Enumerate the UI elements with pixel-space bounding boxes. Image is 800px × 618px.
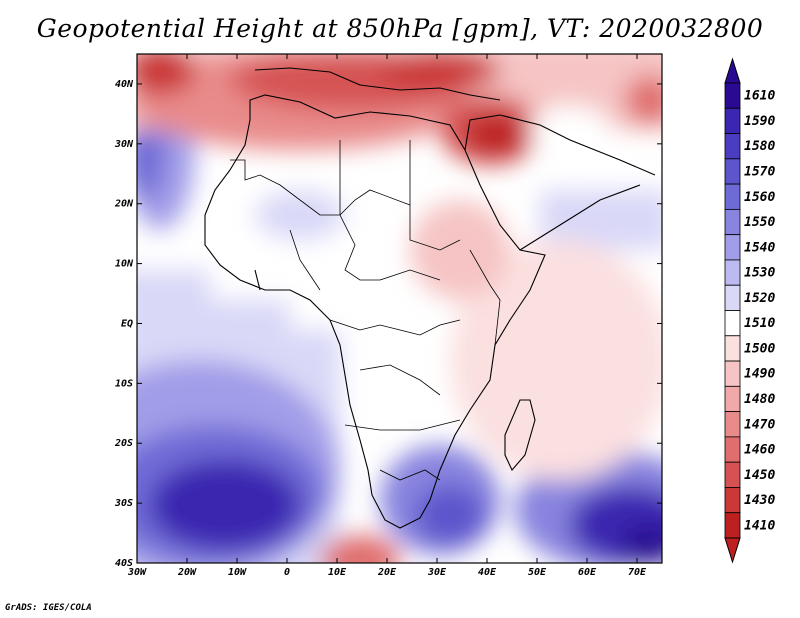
colorbar-label: 1510 (744, 316, 775, 331)
y-tick-label: 30N (114, 139, 134, 150)
colorbar: 1610 1590 1580 1570 1560 1550 1540 1530 1520 1510… (724, 57, 775, 564)
colorbar-swatch (724, 385, 741, 413)
geopotential-height-field (137, 54, 662, 563)
colorbar-swatch (724, 436, 741, 463)
colorbar-label: 1550 (744, 215, 775, 230)
colorbar-swatch (724, 512, 741, 539)
y-tick-label: 20N (114, 199, 134, 210)
y-tick-label: 10N (115, 259, 134, 270)
colorbar-swatch (724, 259, 741, 286)
colorbar-label: 1450 (744, 468, 775, 483)
colorbar-swatch (724, 284, 741, 311)
colorbar-label: 1410 (744, 518, 775, 533)
y-tick-label: 10S (115, 378, 133, 389)
x-tick-label: 30E (427, 567, 447, 578)
colorbar-label: 1580 (744, 139, 775, 154)
colorbar-swatch (724, 234, 741, 261)
x-tick-label: 70E (628, 567, 647, 578)
colorbar-swatch (724, 133, 741, 160)
coastline (204, 67, 656, 529)
colorbar-label: 1530 (744, 266, 775, 281)
x-tick-label: 30W (127, 567, 147, 578)
colorbar-swatch (724, 208, 741, 236)
y-tick-label: 40S (115, 558, 133, 569)
colorbar-label: 1480 (744, 392, 775, 407)
colorbar-label: 1560 (744, 190, 775, 205)
colorbar-label: 1470 (744, 417, 775, 432)
credit-text: GrADS: IGES/COLA (5, 603, 92, 613)
x-tick-label: 40E (478, 567, 497, 578)
x-tick-label: 20W (177, 567, 197, 578)
colorbar-label: 1460 (744, 443, 775, 458)
y-tick-label: 20S (114, 438, 133, 449)
colorbar-bottom-arrow (724, 537, 741, 564)
x-tick-label: 10W (228, 567, 247, 578)
plot-frame (136, 53, 663, 564)
colorbar-label: 1430 (744, 493, 775, 508)
colorbar-label: 1570 (744, 164, 775, 179)
colorbar-top-arrow (724, 57, 741, 84)
x-tick-label: 60E (578, 567, 597, 578)
colorbar-swatch (724, 82, 741, 109)
colorbar-swatch (724, 107, 741, 134)
colorbar-swatch (724, 183, 741, 210)
colorbar-swatch (724, 360, 741, 387)
colorbar-label: 1500 (744, 341, 775, 356)
country-borders (230, 140, 501, 481)
map-title: Geopotential Height at 850hPa [gpm], VT:… (36, 14, 764, 43)
colorbar-label: 1590 (744, 114, 775, 129)
colorbar-label: 1490 (744, 367, 775, 382)
colorbar-swatch (724, 411, 741, 438)
colorbar-label: 1520 (744, 291, 775, 306)
y-tick-label: 40N (115, 79, 134, 90)
y-axis: 40N 30N 20N 10N EQ 10S 20S 30S 40S (114, 79, 662, 569)
colorbar-swatch (724, 335, 741, 362)
x-tick-label: 20E (377, 567, 397, 578)
colorbar-label: 1540 (744, 240, 775, 255)
colorbar-label: 1610 (744, 89, 775, 104)
x-axis: 30W 20W 10W 0 10E 20E 30E 40E 50E 60E 70E (127, 54, 647, 578)
y-tick-label: EQ (121, 318, 133, 329)
x-tick-label: 10E (328, 567, 347, 578)
colorbar-swatch (724, 158, 741, 185)
colorbar-swatch (724, 487, 741, 514)
x-tick-label: 50E (528, 567, 547, 578)
colorbar-swatch (724, 310, 741, 337)
colorbar-swatch (724, 461, 741, 488)
x-tick-label: 0 (284, 567, 290, 578)
y-tick-label: 30S (114, 498, 133, 509)
